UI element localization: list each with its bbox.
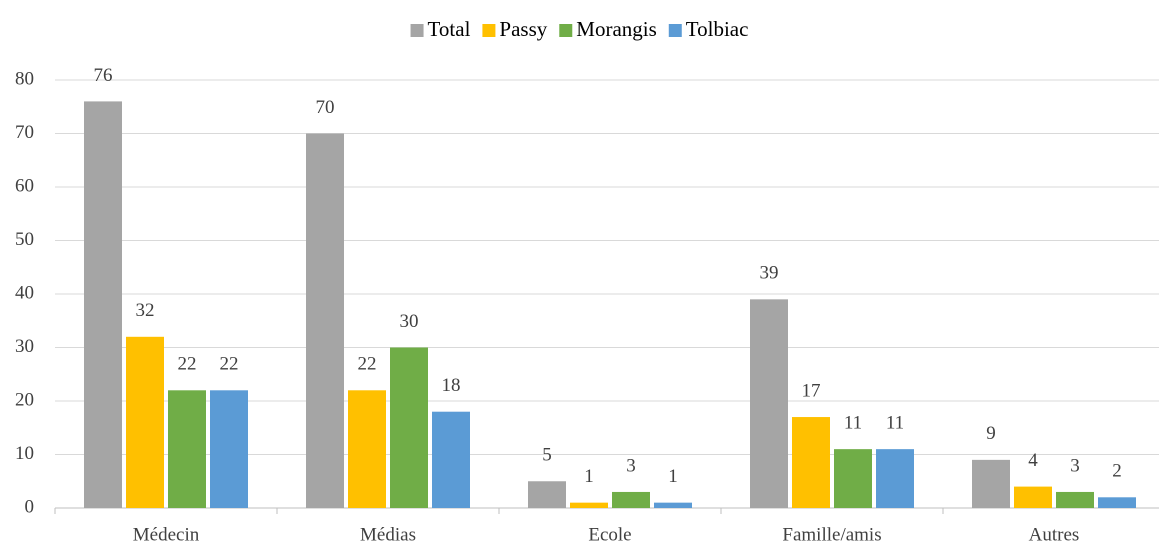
y-tick-label: 0 (25, 496, 35, 517)
bar (750, 299, 788, 508)
bar (528, 481, 566, 508)
x-tick-label: Ecole (588, 524, 631, 545)
data-label: 22 (358, 354, 377, 375)
bar (570, 502, 608, 508)
data-label: 4 (1028, 450, 1038, 471)
bar (432, 411, 470, 508)
y-tick-label: 20 (15, 389, 34, 410)
bar (126, 336, 164, 508)
legend: Total Passy Morangis Tolbiac (410, 17, 749, 41)
bar (84, 101, 122, 509)
y-tick-label: 60 (15, 175, 34, 196)
legend-label: Morangis (576, 17, 657, 41)
y-tick-label: 70 (15, 122, 34, 143)
y-tick-label: 30 (15, 336, 34, 357)
legend-swatch (668, 24, 682, 37)
bar (1056, 491, 1094, 508)
bar (972, 459, 1010, 508)
data-label: 17 (802, 380, 821, 401)
bar (876, 449, 914, 508)
bar (390, 347, 428, 508)
bar (792, 417, 830, 508)
data-label: 76 (94, 65, 113, 86)
x-tick-label: Médecin (133, 524, 200, 545)
data-label: 3 (626, 455, 636, 476)
x-tick-label: Autres (1029, 524, 1080, 545)
legend-swatch (559, 24, 573, 37)
data-label: 11 (886, 413, 904, 434)
bar (348, 390, 386, 508)
legend-swatch (482, 24, 496, 37)
x-tick-label: Médias (360, 524, 416, 545)
data-label: 30 (400, 311, 419, 332)
legend-label: Passy (499, 17, 547, 41)
data-label: 22 (220, 354, 239, 375)
data-label: 3 (1070, 455, 1080, 476)
legend-label: Total (428, 17, 471, 41)
bar (612, 491, 650, 508)
data-label: 22 (178, 354, 197, 375)
data-label: 70 (316, 97, 335, 118)
data-label: 32 (136, 300, 155, 321)
bar (306, 133, 344, 508)
bar (210, 390, 248, 508)
bar (654, 502, 692, 508)
x-tick-label: Famille/amis (782, 524, 881, 545)
bar (1014, 486, 1052, 508)
data-label: 1 (584, 466, 594, 487)
bar (168, 390, 206, 508)
data-label: 9 (986, 423, 996, 444)
data-label: 2 (1112, 461, 1122, 482)
data-label: 1 (668, 466, 678, 487)
y-tick-label: 50 (15, 229, 34, 250)
data-label: 5 (542, 445, 552, 466)
legend-label: Tolbiac (686, 17, 749, 41)
bar (1098, 497, 1136, 508)
data-label: 18 (442, 375, 461, 396)
y-tick-label: 10 (15, 443, 34, 464)
data-label: 39 (760, 263, 779, 284)
bar (834, 449, 872, 508)
data-label: 11 (844, 413, 862, 434)
legend-swatch (410, 24, 424, 37)
y-tick-label: 80 (15, 68, 34, 89)
y-tick-label: 40 (15, 282, 34, 303)
